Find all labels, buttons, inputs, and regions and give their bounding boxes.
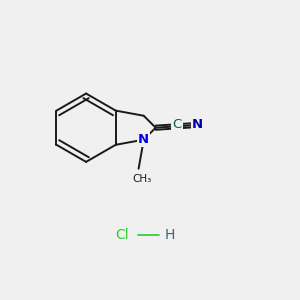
Text: C: C bbox=[172, 118, 182, 131]
Text: Cl: Cl bbox=[116, 228, 129, 242]
Text: N: N bbox=[138, 133, 149, 146]
Text: N: N bbox=[192, 118, 203, 131]
Text: CH₃: CH₃ bbox=[132, 174, 152, 184]
Text: H: H bbox=[165, 228, 175, 242]
